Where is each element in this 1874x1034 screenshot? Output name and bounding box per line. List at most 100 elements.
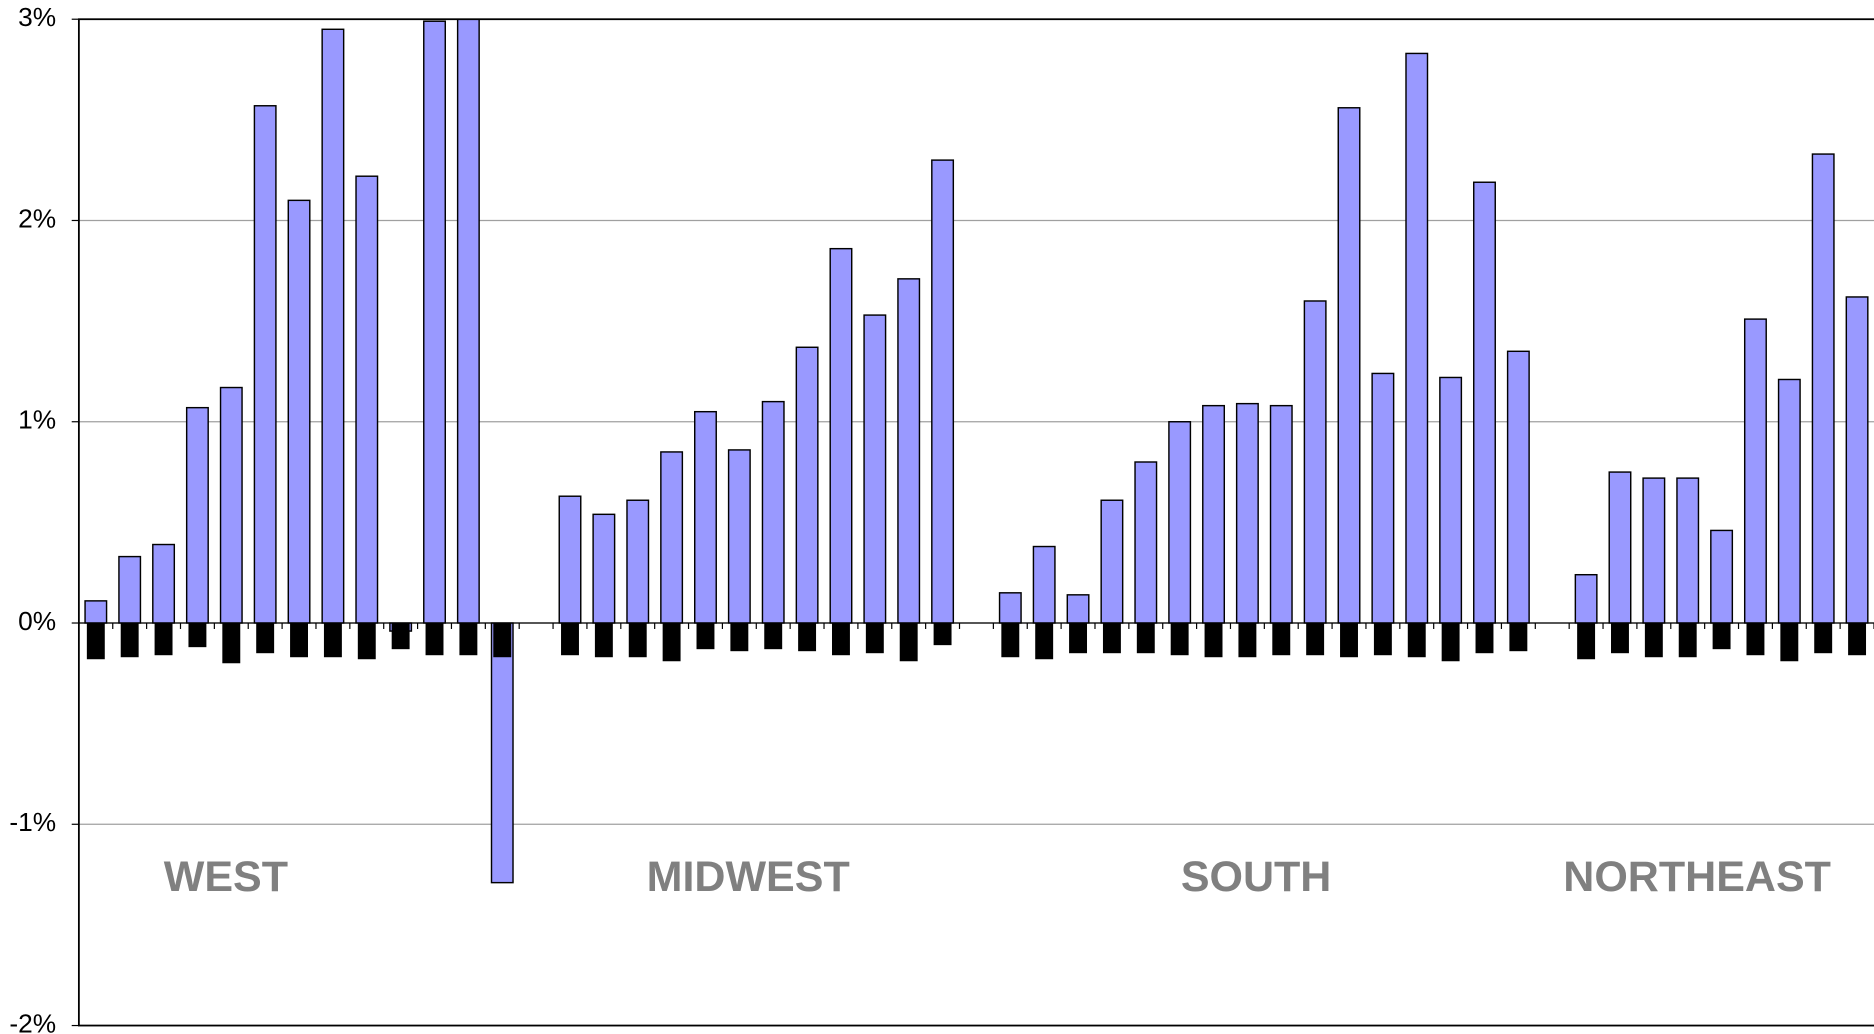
bar — [865, 623, 884, 654]
bar — [829, 247, 853, 624]
bar — [1710, 529, 1734, 624]
bar — [730, 623, 749, 652]
bar — [558, 495, 582, 624]
bar — [1473, 181, 1496, 624]
bar — [594, 623, 613, 658]
bar — [863, 314, 887, 624]
bar — [1746, 623, 1765, 656]
bar — [1845, 296, 1869, 624]
bar — [1100, 499, 1124, 624]
bar — [897, 278, 921, 624]
bar — [592, 513, 616, 624]
bar — [1676, 477, 1700, 624]
bar — [1170, 623, 1189, 656]
bar — [1303, 300, 1327, 624]
bar — [1066, 594, 1090, 624]
bar — [86, 623, 105, 660]
bar — [1134, 461, 1158, 624]
bar — [423, 20, 446, 624]
bar — [84, 600, 108, 624]
bar — [694, 410, 717, 624]
bar — [561, 623, 579, 656]
bar — [1136, 623, 1155, 654]
bar — [662, 623, 681, 662]
bar — [727, 449, 751, 624]
bar — [1272, 623, 1291, 656]
bar — [1035, 623, 1054, 660]
bar — [1168, 421, 1192, 624]
y-tick-label: 2% — [18, 203, 56, 233]
bar — [222, 623, 241, 664]
bar — [185, 406, 209, 624]
bar — [120, 623, 139, 658]
bar — [1712, 623, 1731, 650]
bar — [795, 346, 819, 624]
bar — [761, 400, 785, 624]
bar — [831, 623, 850, 656]
bar — [321, 28, 345, 624]
bar — [1405, 52, 1429, 624]
bar — [998, 592, 1022, 624]
bar — [1642, 477, 1666, 624]
bar — [287, 199, 311, 624]
bar — [931, 159, 955, 624]
bar — [1235, 402, 1259, 624]
bar — [1204, 623, 1223, 658]
bar — [1780, 623, 1799, 662]
y-tick-label: -2% — [9, 1008, 56, 1034]
bar — [391, 623, 410, 650]
bar — [1678, 623, 1697, 658]
bar — [1644, 623, 1663, 658]
bar — [628, 623, 647, 658]
y-tick-label: 3% — [18, 2, 56, 32]
bar — [1611, 623, 1629, 654]
region-label: NORTHEAST — [1563, 853, 1831, 901]
bar — [323, 623, 342, 658]
bar — [798, 623, 817, 652]
bar — [355, 175, 379, 624]
bar — [1340, 623, 1358, 658]
bar — [1441, 623, 1460, 662]
bar — [1574, 573, 1598, 624]
bar — [253, 105, 277, 624]
plot-frame — [77, 18, 1874, 1027]
bar — [1777, 378, 1801, 624]
bar — [1848, 623, 1867, 656]
bar — [1001, 623, 1020, 658]
bar — [1269, 404, 1293, 624]
bar — [660, 451, 684, 624]
bar — [899, 623, 918, 662]
region-label: MIDWEST — [647, 853, 850, 901]
bar — [933, 623, 952, 646]
bar — [459, 623, 478, 656]
bar — [1238, 623, 1257, 658]
region-label: SOUTH — [1181, 853, 1332, 901]
bar — [1814, 623, 1833, 654]
bar — [1202, 404, 1226, 624]
bar — [1509, 623, 1528, 652]
bar — [1439, 376, 1463, 624]
bar — [1032, 545, 1056, 624]
bar — [1577, 623, 1596, 660]
bar — [357, 623, 376, 660]
bar — [290, 623, 308, 658]
bar — [188, 623, 207, 648]
bar — [152, 543, 176, 624]
bar — [154, 623, 173, 656]
bar — [1102, 623, 1121, 654]
bar — [1506, 350, 1530, 624]
bar — [118, 555, 142, 624]
bar — [493, 623, 512, 658]
bar — [1407, 623, 1426, 658]
bar — [1306, 623, 1325, 656]
bar — [456, 18, 480, 624]
bar — [1475, 623, 1494, 654]
y-tick-label: 0% — [18, 606, 56, 636]
bar — [626, 499, 650, 624]
region-label: WEST — [164, 853, 288, 901]
bar — [256, 623, 275, 654]
bar — [1811, 153, 1835, 624]
bar — [1373, 623, 1392, 656]
